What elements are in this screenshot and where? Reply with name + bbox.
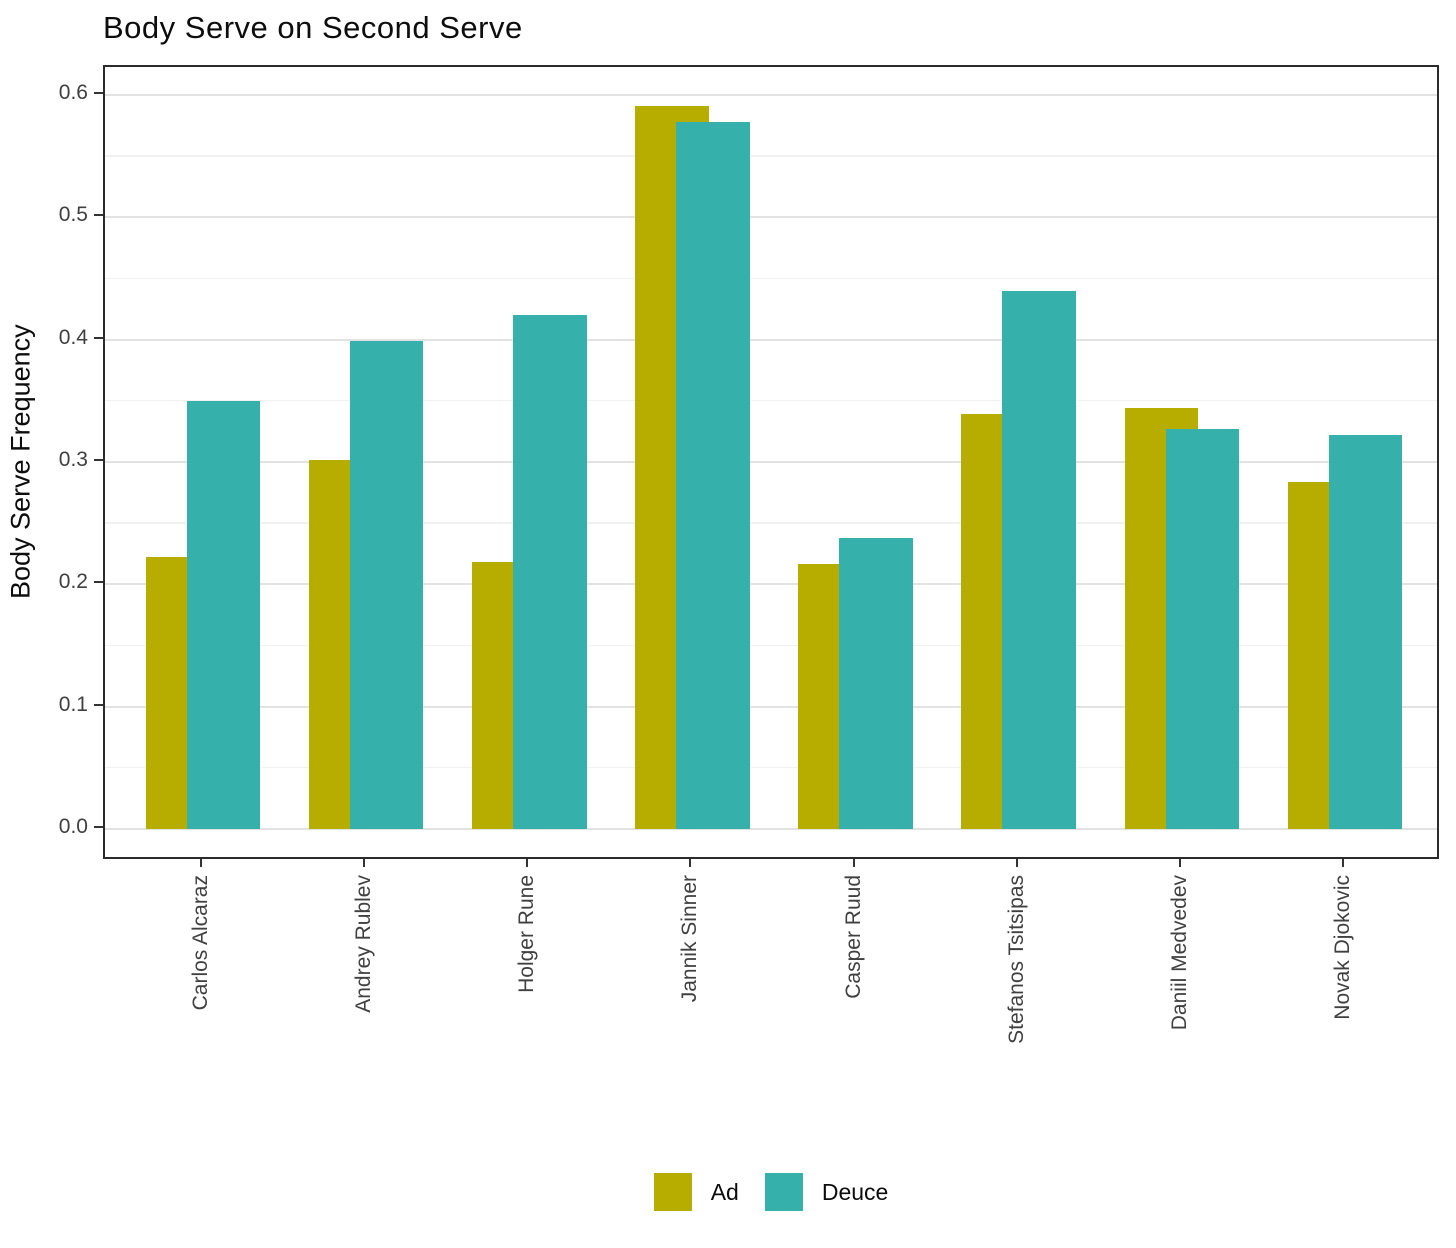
bar-deuce-daniil-medvedev (1165, 428, 1240, 829)
legend-swatch-ad (653, 1173, 692, 1211)
y-axis-tick-label: 0.6 (58, 81, 88, 105)
x-axis-label-holger-rune: Holger Rune (515, 875, 539, 993)
major-gridline (105, 583, 1437, 586)
major-gridline (105, 705, 1437, 708)
legend-label-deuce: Deuce (821, 1178, 889, 1205)
major-gridline (105, 828, 1437, 830)
x-axis-tick (1015, 859, 1018, 867)
x-axis-label-andrey-rublev: Andrey Rublev (352, 875, 376, 1013)
bar-deuce-jannik-sinner (676, 121, 750, 829)
x-axis-label-stefanos-tsitsipas: Stefanos Tsitsipas (1004, 875, 1028, 1044)
major-gridline (105, 338, 1437, 341)
legend: Ad Deuce (103, 1160, 1439, 1224)
y-axis-tick (94, 459, 103, 461)
minor-gridline (105, 644, 1437, 646)
minor-gridline (105, 522, 1437, 524)
x-axis-label-carlos-alcaraz: Carlos Alcaraz (189, 875, 212, 1011)
y-axis-tick-label: 0.5 (58, 203, 88, 227)
x-axis-label-daniil-medvedev: Daniil Medvedev (1167, 875, 1191, 1031)
y-axis-tick (94, 92, 103, 95)
minor-gridline (105, 277, 1437, 279)
bar-deuce-carlos-alcaraz (186, 400, 261, 829)
bar-deuce-holger-rune (513, 315, 587, 829)
bar-deuce-andrey-rublev (349, 340, 424, 829)
x-axis-tick (1341, 859, 1344, 867)
legend-label-ad: Ad (710, 1178, 739, 1205)
y-axis-tick (94, 581, 103, 584)
y-axis-tick (94, 214, 103, 217)
major-gridline (105, 461, 1437, 463)
y-axis-tick-label: 0.4 (58, 325, 88, 349)
bar-deuce-casper-ruud (839, 537, 913, 829)
legend-item-deuce: Deuce (764, 1173, 889, 1211)
x-axis-tick (526, 859, 529, 867)
x-axis-tick (1178, 859, 1181, 867)
legend-item-ad: Ad (653, 1173, 739, 1211)
y-axis-tick-label: 0.0 (58, 815, 88, 838)
x-axis-tick (200, 859, 202, 867)
x-axis-label-jannik-sinner: Jannik Sinner (678, 875, 702, 1003)
major-gridline (105, 94, 1437, 97)
plot-panel (103, 65, 1439, 859)
legend-swatch-deuce (764, 1173, 803, 1211)
y-axis-tick-label: 0.2 (58, 570, 88, 594)
x-axis-tick (689, 859, 692, 867)
minor-gridline (105, 399, 1437, 402)
y-axis-tick (94, 703, 103, 706)
chart-title: Body Serve on Second Serve (103, 10, 523, 45)
y-axis-tick-label: 0.3 (58, 448, 88, 471)
minor-gridline (105, 155, 1437, 157)
x-axis-tick (363, 859, 366, 867)
bar-deuce-stefanos-tsitsipas (1002, 290, 1076, 829)
y-axis-tick-label: 0.1 (58, 692, 88, 716)
y-axis-tick (94, 336, 103, 339)
bar-deuce-novak-djokovic (1328, 435, 1403, 829)
x-axis-tick (852, 859, 855, 867)
x-axis-label-casper-ruud: Casper Ruud (841, 875, 865, 999)
major-gridline (105, 216, 1437, 219)
minor-gridline (105, 766, 1437, 769)
x-axis-label-novak-djokovic: Novak Djokovic (1330, 875, 1354, 1020)
y-axis-tick (94, 826, 103, 828)
